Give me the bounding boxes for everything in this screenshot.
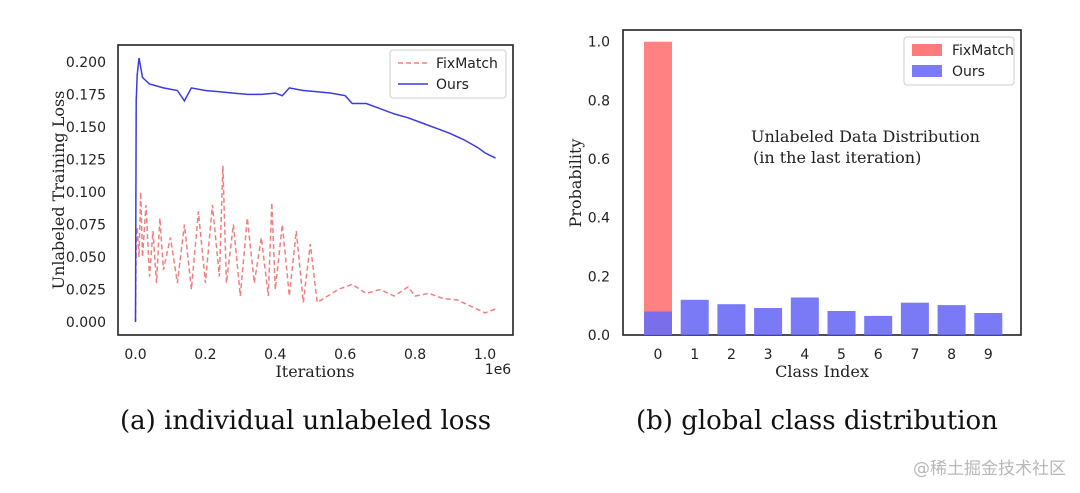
legend-fixmatch-label: FixMatch [436,56,498,72]
loss-chart-x-ticks: 0.0 0.2 0.4 0.6 0.8 1.0 [124,347,496,363]
distribution-chart-x-tick-label: 5 [837,347,846,363]
loss-chart-y-tick-label: 0.125 [66,152,106,168]
distribution-chart-frame [622,29,1022,336]
legend-fixmatch-bar-swatch [912,44,942,56]
caption-right: (b) global class distribution [636,406,998,436]
bar-ours-class-5 [827,311,856,335]
bar-ours-class-8 [937,305,966,335]
loss-chart-y-tick-label: 0.000 [66,315,106,331]
loss-chart-legend: FixMatch Ours [389,49,507,99]
distribution-chart-x-ticks: 0 1 2 3 4 5 6 7 8 9 [654,347,993,363]
legend-ours-bar-swatch [912,65,942,77]
loss-chart-y-tick-label: 0.050 [66,250,106,266]
distribution-chart-y-tick-label: 0.8 [588,93,610,109]
bar-ours-class-1 [680,299,709,335]
bar-ours-class-6 [864,315,893,335]
legend-ours-label: Ours [436,77,469,93]
distribution-chart-y-tick-label: 0.6 [588,152,610,168]
distribution-chart-y-tick-label: 0.0 [588,328,610,344]
loss-chart-plot-area [134,57,496,323]
loss-chart: 0.0 0.2 0.4 0.6 0.8 1.0 0.0000.0250.0500.0750… [49,44,514,381]
distribution-chart-y-label: Probability [566,139,585,228]
loss-chart-legend-box [389,49,507,99]
loss-chart-y-tick-label: 0.075 [66,218,106,234]
loss-chart-x-offset-label: 1e6 [485,362,512,378]
distribution-chart-x-tick-label: 7 [910,347,919,363]
distribution-chart-annotation-line-2: (in the last iteration) [753,148,921,167]
series-line-ours [134,57,496,323]
loss-chart-y-tick-label: 0.025 [66,283,106,299]
loss-chart-x-tick-label: 0.4 [264,347,286,363]
distribution-chart-y-tick-label: 0.4 [588,211,610,227]
distribution-chart-y-tick-label: 1.0 [588,35,610,51]
loss-chart-x-tick-label: 0.2 [194,347,216,363]
bar-ours-class-0 [644,311,672,335]
distribution-chart-annotation-line-1: Unlabeled Data Distribution [751,127,980,146]
loss-chart-x-label: Iterations [275,362,354,381]
legend-fixmatch-bar-label: FixMatch [952,43,1014,59]
bar-ours-class-2 [717,304,746,335]
loss-chart-x-tick-label: 0.6 [334,347,356,363]
distribution-chart-x-tick-label: 2 [727,347,736,363]
loss-chart-frame [117,44,514,336]
distribution-chart-x-tick-label: 8 [947,347,956,363]
distribution-chart: 0 1 2 3 4 5 6 7 8 9 0.0 0.2 0.4 0.6 0.8 1.0 Class Inde… [566,29,1022,381]
loss-chart-y-tick-label: 0.200 [66,55,106,71]
series-line-fixmatch [134,165,496,323]
distribution-chart-x-tick-label: 4 [800,347,809,363]
loss-chart-x-tick-label: 0.0 [124,347,146,363]
distribution-chart-legend: FixMatch Ours [903,36,1015,86]
loss-chart-y-tick-label: 0.100 [66,185,106,201]
loss-chart-y-label: Unlabeled Training Loss [49,91,68,290]
loss-chart-y-tick-label: 0.150 [66,120,106,136]
distribution-chart-y-tick-label: 0.2 [588,269,610,285]
distribution-chart-x-tick-label: 6 [874,347,883,363]
bar-ours-class-3 [754,308,783,335]
distribution-chart-x-tick-label: 3 [764,347,773,363]
loss-chart-y-tick-label: 0.175 [66,87,106,103]
caption-left: (a) individual unlabeled loss [120,406,492,436]
bar-ours-class-7 [900,302,929,335]
distribution-chart-x-tick-label: 9 [984,347,993,363]
bar-ours-class-9 [974,313,1003,335]
bar-fixmatch-class-0 [644,41,672,335]
distribution-chart-y-ticks: 0.0 0.2 0.4 0.6 0.8 1.0 [588,35,610,344]
distribution-chart-x-tick-label: 1 [690,347,699,363]
loss-chart-x-tick-label: 0.8 [404,347,426,363]
loss-chart-x-tick-label: 1.0 [474,347,496,363]
legend-ours-bar-label: Ours [952,64,985,80]
distribution-chart-x-tick-label: 0 [654,347,663,363]
loss-chart-y-ticks: 0.000 0.025 0.050 0.075 0.100 0.125 0.150 0.175… [66,55,106,331]
bar-ours-class-4 [790,297,819,335]
distribution-chart-bars [644,41,1003,335]
distribution-chart-x-label: Class Index [775,362,869,381]
watermark: @稀土掘金技术社区 [913,459,1066,479]
